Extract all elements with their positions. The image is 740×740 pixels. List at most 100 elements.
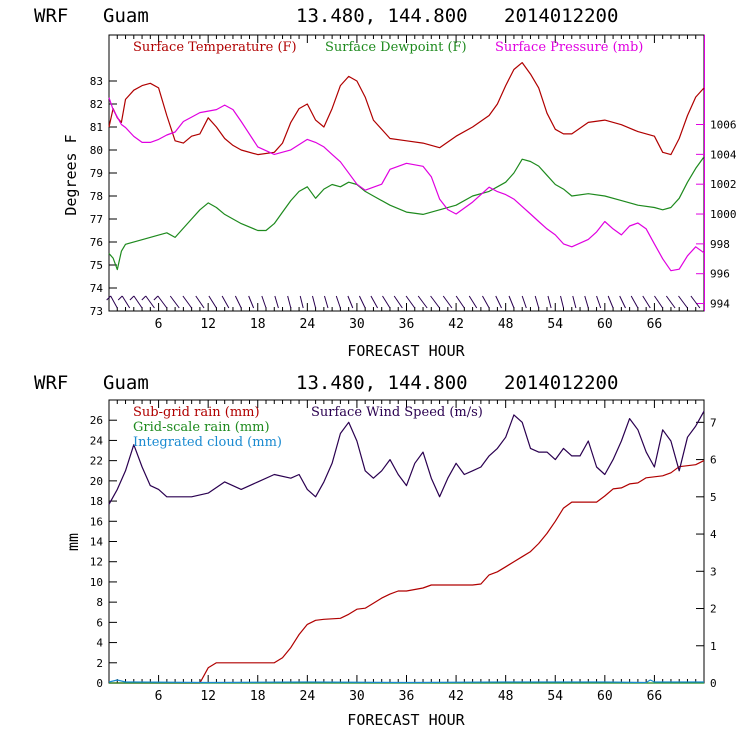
header-location-2: Guam: [103, 372, 149, 394]
wind-barb: [382, 295, 391, 309]
wind-barb: [248, 295, 255, 309]
x-tick-label: 18: [250, 317, 266, 332]
wind-barb: [508, 295, 515, 309]
wind-barb: [157, 295, 168, 309]
x-tick-label: 66: [647, 689, 663, 704]
legend-temperature: Surface Temperature (F): [133, 40, 297, 55]
legend-subgrid-rain: Sub-grid rain (mm): [133, 405, 260, 420]
wind-barb: [572, 295, 577, 309]
y2-tick-label: 2: [710, 603, 717, 616]
legend-grid-rain: Grid-scale rain (mm): [133, 420, 270, 435]
y2-tick-label: 1004: [710, 148, 737, 161]
y2-tick-label: 994: [710, 298, 730, 311]
wind-barb: [145, 295, 155, 309]
x-tick-label: 30: [349, 689, 365, 704]
header-model: WRF: [34, 5, 68, 27]
y-tick-label: 12: [90, 556, 103, 569]
legend-dewpoint: Surface Dewpoint (F): [325, 40, 467, 55]
header-coords-2: 13.480, 144.800: [296, 372, 468, 394]
y-axis-label-2: mm: [64, 533, 82, 551]
header-coords: 13.480, 144.800: [296, 5, 468, 27]
wind-barb: [482, 295, 490, 309]
wind-barb: [654, 295, 664, 309]
series-surface-temperature-f: [108, 62, 705, 156]
y-tick-label: 79: [90, 167, 103, 180]
wind-barb: [324, 295, 329, 309]
wind-barb: [596, 295, 602, 309]
y-tick-label: 16: [90, 515, 103, 528]
x-tick-label: 12: [200, 689, 216, 704]
wind-barb-flag: [106, 295, 112, 301]
y2-tick-label: 4: [710, 528, 717, 541]
header-init-2: 2014012200: [504, 372, 618, 394]
wind-barb-flag: [141, 295, 147, 301]
y-tick-label: 77: [90, 213, 103, 226]
wind-barb: [405, 295, 416, 309]
wind-barb: [370, 295, 379, 309]
wind-barb: [521, 295, 527, 309]
y-tick-label: 22: [90, 455, 103, 468]
wind-barb: [182, 295, 193, 309]
y-tick-label: 4: [96, 637, 103, 650]
wind-barb: [169, 295, 180, 309]
wind-barb: [430, 295, 440, 309]
legend-wind-speed: Surface Wind Speed (m/s): [311, 405, 483, 420]
y-tick-label: 83: [90, 75, 103, 88]
x-tick-label: 36: [399, 317, 415, 332]
wind-barb: [311, 295, 317, 309]
chart-panel-temperature: 73 74 75 76 77 78 79 80 81 82 83 994 996 998 1000 1002…: [62, 34, 737, 360]
y-tick-label: 2: [96, 657, 103, 670]
y-tick-label: 26: [90, 414, 103, 427]
wind-barb: [121, 295, 131, 309]
y-tick-label: 24: [90, 434, 104, 447]
y2-tick-label: 5: [710, 491, 717, 504]
x-tick-label: 12: [200, 317, 216, 332]
x-tick-label: 24: [300, 317, 316, 332]
x-tick-label: 48: [498, 317, 514, 332]
wind-barb: [442, 295, 453, 309]
y2-tick-label: 3: [710, 565, 717, 578]
wind-barb-flag: [153, 295, 159, 301]
y2-tick-label: 998: [710, 238, 730, 251]
y-tick-label: 81: [90, 121, 103, 134]
y2-tick-label: 0: [710, 677, 717, 690]
y2-tick-label: 7: [710, 416, 717, 429]
pressure-axis-line: [704, 35, 705, 311]
header-model-2: WRF: [34, 372, 68, 394]
y-tick-label: 10: [90, 576, 103, 589]
y-tick-label: 76: [90, 236, 103, 249]
y-tick-label: 0: [96, 677, 103, 690]
wind-barb: [468, 295, 478, 309]
header-location: Guam: [103, 5, 149, 27]
wind-barb-flag: [117, 295, 123, 301]
y-tick-label: 73: [90, 305, 103, 318]
wind-barb: [358, 295, 366, 309]
wind-barb-row: [106, 295, 701, 309]
legend-pressure: Surface Pressure (mb): [495, 40, 643, 55]
y-tick-label: 80: [90, 144, 103, 157]
x-axis-label: FORECAST HOUR: [347, 342, 465, 360]
legend-integrated-cloud: Integrated cloud (mm): [133, 435, 282, 450]
wind-barb: [690, 295, 701, 309]
series-surface-dewpoint-f: [108, 156, 705, 271]
wind-barb: [208, 295, 217, 309]
y-tick-label: 75: [90, 259, 103, 272]
y-tick-label: 14: [90, 536, 104, 549]
y2-tick-label: 1002: [710, 178, 737, 191]
x-tick-label: 54: [547, 689, 563, 704]
x-tick-label: 6: [155, 317, 163, 332]
wind-barb: [133, 295, 143, 309]
y2-tick-label: 1000: [710, 208, 737, 221]
wind-barb: [678, 295, 688, 309]
wind-barb: [393, 295, 403, 309]
x-tick-label: 60: [597, 689, 613, 704]
y2-tick-label: 996: [710, 268, 730, 281]
wind-barb: [534, 295, 540, 309]
wind-barb-flag: [129, 295, 135, 301]
x-tick-label: 36: [399, 689, 415, 704]
x-tick-label: 66: [647, 317, 663, 332]
series-integrated-cloud-mm: [108, 679, 704, 684]
wind-barb: [335, 295, 341, 309]
wind-barb: [347, 295, 354, 309]
